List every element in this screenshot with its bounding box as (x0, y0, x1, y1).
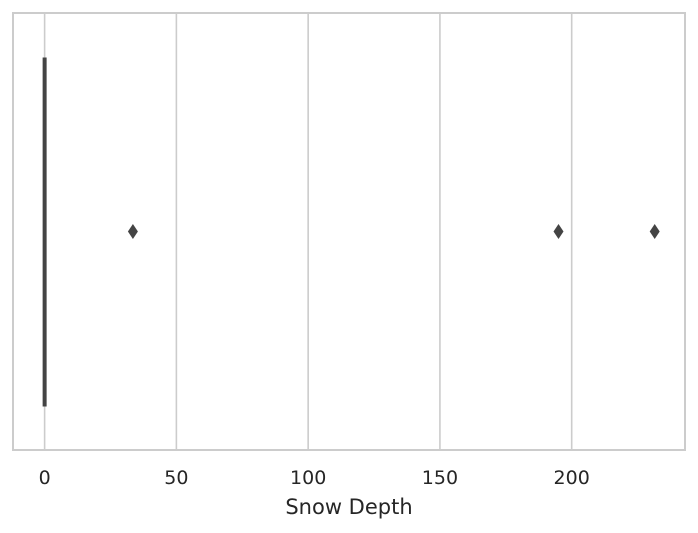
outlier-point-1 (553, 224, 564, 239)
plot-area-frame (12, 12, 686, 451)
x-tick-label-3: 150 (422, 467, 458, 489)
outlier-point-2 (649, 224, 660, 239)
outlier-points (127, 224, 660, 239)
box-element (42, 57, 47, 407)
outlier-point-0 (127, 224, 138, 239)
x-axis-label: Snow Depth (285, 495, 412, 519)
gridlines (43, 13, 573, 450)
x-tick-label-0: 0 (39, 467, 51, 489)
x-tick-label-1: 50 (164, 467, 188, 489)
x-axis-ticks: 0 50 100 150 200 (39, 467, 590, 489)
x-tick-label-2: 100 (290, 467, 326, 489)
x-tick-label-4: 200 (554, 467, 590, 489)
